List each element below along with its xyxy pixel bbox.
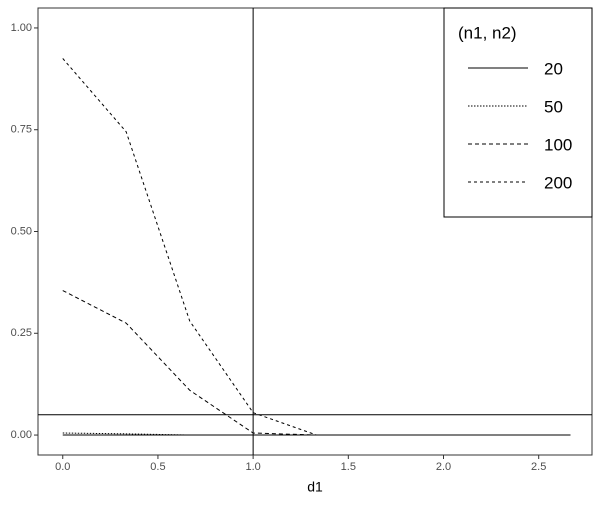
x-axis-label: d1 xyxy=(307,479,323,495)
y-tick-label: 0.25 xyxy=(11,327,32,339)
legend-label: 20 xyxy=(544,59,563,78)
x-tick-label: 0.5 xyxy=(150,461,165,473)
series-line xyxy=(62,58,571,436)
x-tick-label: 1.0 xyxy=(245,461,260,473)
x-tick-label: 2.0 xyxy=(436,461,451,473)
y-tick-label: 0.50 xyxy=(11,225,32,237)
x-tick-label: 0.0 xyxy=(55,461,70,473)
y-tick-label: 1.00 xyxy=(11,22,32,34)
y-tick-label: 0.00 xyxy=(11,429,32,441)
y-tick-label: 0.75 xyxy=(11,124,32,136)
legend-label: 50 xyxy=(544,97,563,116)
x-tick-label: 2.5 xyxy=(531,461,546,473)
x-tick-label: 1.5 xyxy=(341,461,356,473)
legend-label: 200 xyxy=(544,173,572,192)
legend-title: (n1, n2) xyxy=(458,23,517,42)
legend-label: 100 xyxy=(544,135,572,154)
